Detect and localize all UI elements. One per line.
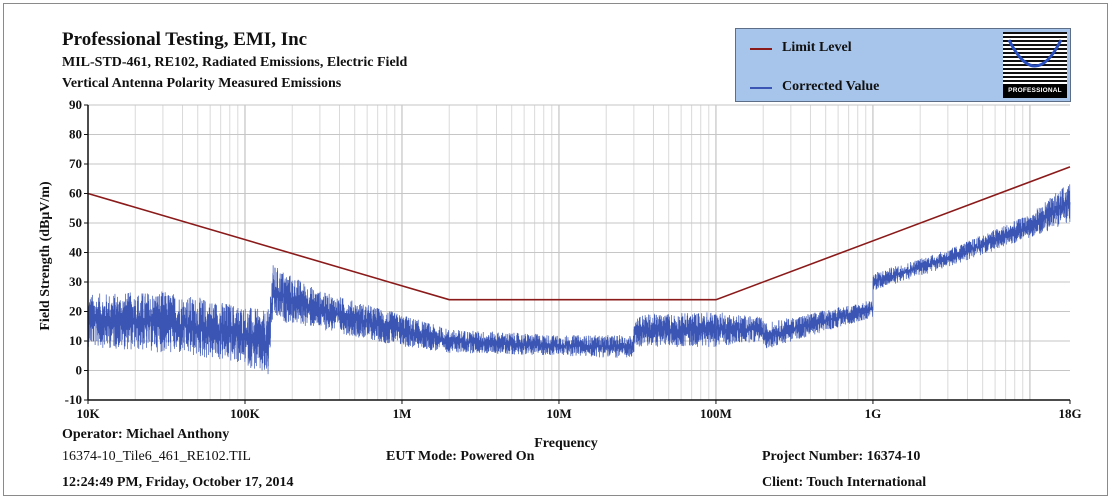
x-tick-label: 10M — [546, 406, 571, 421]
chart-subtitle-standard: MIL-STD-461, RE102, Radiated Emissions, … — [62, 55, 408, 70]
company-logo: PROFESSIONAL — [1003, 32, 1067, 98]
logo-stripe — [1003, 44, 1067, 46]
logo-stripe — [1003, 76, 1067, 78]
x-tick-label: 100K — [230, 406, 261, 421]
legend: Limit Level Corrected Value PROFESSIONAL — [735, 28, 1071, 102]
legend-limit-swatch — [750, 48, 772, 50]
logo-mark — [1003, 32, 1067, 82]
y-tick-label: 50 — [69, 215, 82, 230]
grid-layer — [87, 104, 1070, 401]
x-tick-label: 1G — [865, 406, 882, 421]
x-tick-label: 10K — [76, 406, 100, 421]
client-text: Client: Touch International — [762, 475, 927, 490]
chart-subtitle-polarity: Vertical Antenna Polarity Measured Emiss… — [62, 76, 342, 91]
chart-frame — [3, 3, 1108, 496]
logo-stripe — [1003, 48, 1067, 50]
operator-text: Operator: Michael Anthony — [62, 427, 230, 442]
y-tick-label: 0 — [76, 363, 83, 378]
eut-mode-text: EUT Mode: Powered On — [386, 449, 535, 464]
y-tick-label: 70 — [69, 156, 82, 171]
y-axis-label: Field Strength (dBμV/m) — [38, 181, 53, 331]
y-tick-label: 60 — [69, 186, 82, 201]
company-title: Professional Testing, EMI, Inc — [62, 29, 308, 50]
axis-layer: -10 0 10 20 30 40 50 60 70 80 90 10K 100K 1M 10M 100M 1G… — [65, 97, 1082, 421]
y-tick-label: 90 — [69, 97, 82, 112]
x-tick-label: 18G — [1058, 406, 1081, 421]
y-tick-label: 10 — [69, 333, 82, 348]
series-limit-level — [87, 166, 1071, 301]
logo-stripe — [1003, 60, 1067, 62]
logo-stripe — [1003, 80, 1067, 82]
y-tick-label: 80 — [69, 127, 82, 142]
logo-stripe — [1003, 56, 1067, 58]
y-tick-label: 30 — [69, 274, 82, 289]
x-tick-label: 100M — [700, 406, 732, 421]
logo-stripe — [1003, 52, 1067, 54]
legend-corrected-swatch — [750, 87, 772, 89]
logo-stripe — [1003, 32, 1067, 34]
logo-stripe — [1003, 40, 1067, 42]
file-name-text: 16374-10_Tile6_461_RE102.TIL — [62, 449, 251, 464]
y-tick-label: -10 — [65, 392, 82, 407]
series-corrected-value — [87, 184, 1071, 375]
y-tick-label: 40 — [69, 245, 82, 260]
timestamp-text: 12:24:49 PM, Friday, October 17, 2014 — [62, 475, 294, 490]
x-tick-label: 1M — [393, 406, 412, 421]
legend-limit-label: Limit Level — [782, 40, 852, 55]
y-tick-label: 20 — [69, 304, 82, 319]
x-axis-label: Frequency — [534, 436, 598, 451]
logo-wordmark: PROFESSIONAL — [1003, 84, 1067, 98]
logo-stripe — [1003, 68, 1067, 70]
logo-stripe — [1003, 36, 1067, 38]
data-layer — [87, 166, 1071, 375]
logo-stripe — [1003, 72, 1067, 74]
legend-corrected-label: Corrected Value — [782, 79, 880, 94]
project-number-text: Project Number: 16374-10 — [762, 449, 921, 464]
